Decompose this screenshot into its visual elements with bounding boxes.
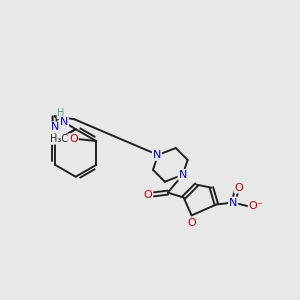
Text: H₃C: H₃C — [50, 134, 68, 144]
Text: O⁻: O⁻ — [249, 202, 263, 212]
Text: O: O — [144, 190, 152, 200]
Text: O: O — [69, 134, 78, 144]
Text: N: N — [51, 122, 59, 132]
Text: O: O — [235, 183, 244, 193]
Text: N: N — [153, 150, 161, 160]
Text: O: O — [187, 218, 196, 228]
Text: N: N — [178, 170, 187, 180]
Text: N: N — [60, 117, 68, 127]
Text: H: H — [57, 108, 65, 118]
Text: N: N — [229, 197, 237, 208]
